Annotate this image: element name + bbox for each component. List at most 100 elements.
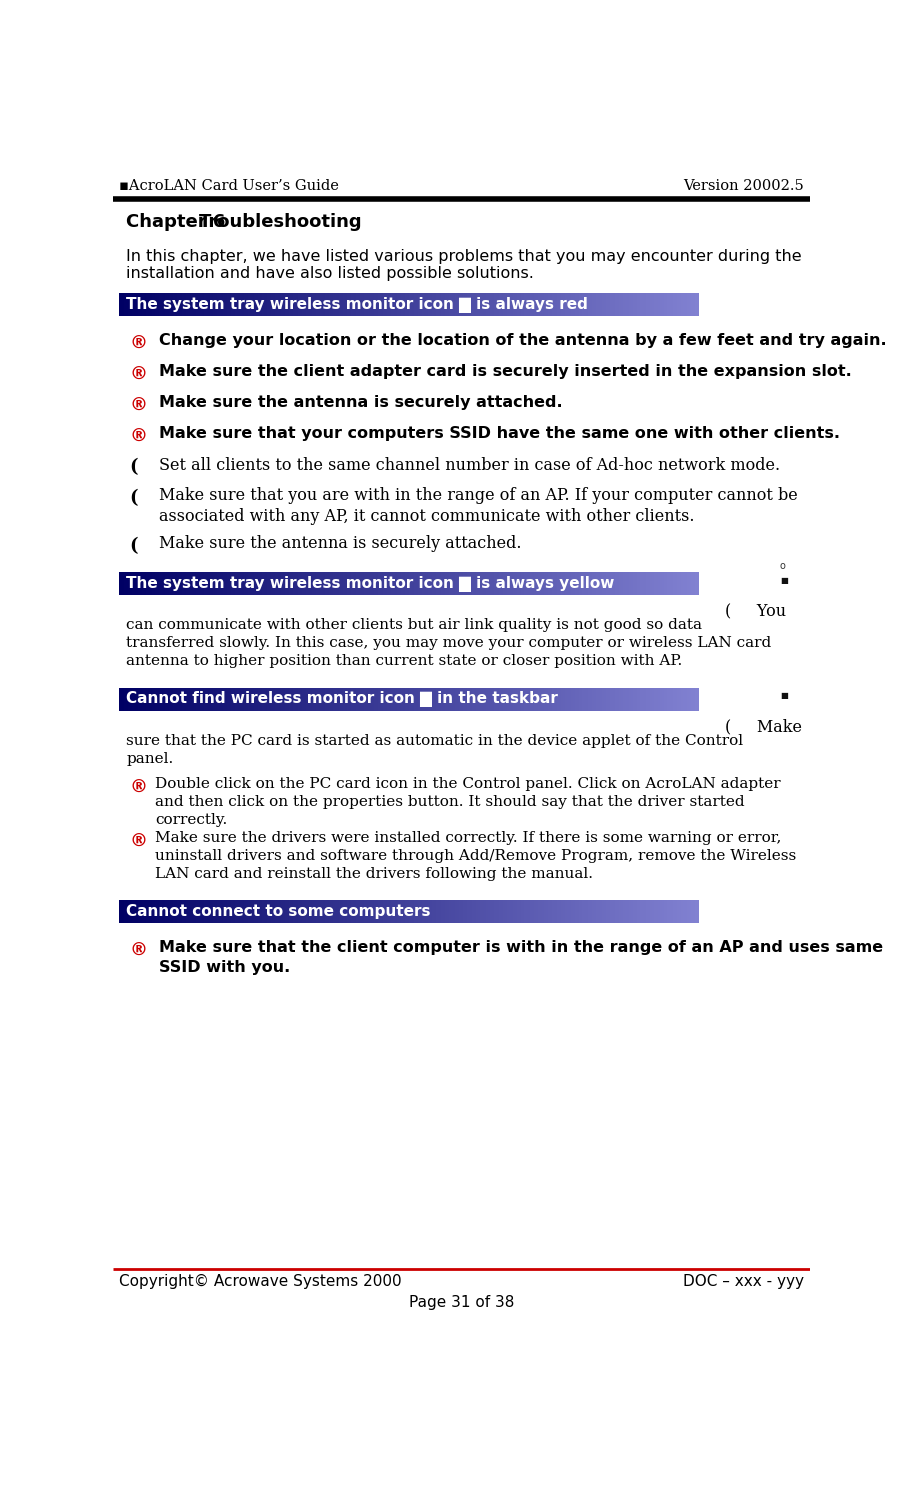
Bar (520, 573, 523, 595)
Bar (638, 900, 641, 924)
Bar (314, 293, 316, 317)
Bar (609, 573, 612, 595)
Bar (375, 900, 378, 924)
Bar (221, 900, 223, 924)
Bar (619, 900, 622, 924)
Bar (138, 573, 140, 595)
Bar (215, 900, 218, 924)
Bar (287, 688, 289, 710)
Bar (414, 293, 417, 317)
Bar (229, 573, 231, 595)
Bar (339, 900, 341, 924)
Bar (608, 573, 610, 595)
Bar (660, 293, 662, 317)
Bar (586, 900, 589, 924)
Bar (314, 688, 316, 710)
Bar (424, 293, 427, 317)
Bar (668, 573, 670, 595)
Bar (511, 900, 513, 924)
Bar (501, 573, 504, 595)
Text: ®: ® (130, 396, 148, 414)
Bar (206, 900, 208, 924)
Bar (296, 900, 299, 924)
Bar (417, 573, 419, 595)
Bar (474, 900, 477, 924)
Bar (144, 688, 146, 710)
Bar (194, 573, 196, 595)
Bar (331, 293, 334, 317)
Bar (323, 900, 326, 924)
Bar (142, 688, 144, 710)
Bar (156, 573, 158, 595)
Bar (165, 573, 167, 595)
Bar (136, 688, 139, 710)
Bar (509, 900, 511, 924)
Bar (289, 573, 291, 595)
Bar (306, 293, 309, 317)
Bar (230, 293, 233, 317)
Bar (310, 573, 312, 595)
Bar (275, 293, 277, 317)
Bar (378, 900, 380, 924)
Bar (169, 293, 171, 317)
Bar (623, 573, 626, 595)
Bar (277, 293, 280, 317)
Bar (461, 293, 464, 317)
Bar (496, 900, 498, 924)
Bar (567, 900, 570, 924)
Bar (291, 293, 293, 317)
Bar (186, 573, 189, 595)
Bar (254, 900, 256, 924)
Bar (399, 573, 401, 595)
Bar (511, 688, 513, 710)
Bar (449, 688, 452, 710)
Bar (393, 573, 395, 595)
Text: ■: ■ (779, 692, 788, 701)
Bar (675, 900, 678, 924)
Bar (169, 900, 171, 924)
Bar (446, 688, 447, 710)
Bar (513, 293, 516, 317)
Bar (434, 293, 436, 317)
Bar (272, 573, 274, 595)
Bar (163, 293, 166, 317)
Bar (393, 900, 395, 924)
Bar (579, 293, 581, 317)
Bar (356, 293, 359, 317)
Bar (346, 900, 349, 924)
Text: Make sure that your computers SSID have the same one with other clients.: Make sure that your computers SSID have … (159, 426, 840, 441)
Bar (625, 573, 627, 595)
Bar (203, 688, 206, 710)
Bar (616, 900, 617, 924)
Bar (418, 688, 420, 710)
Bar (144, 573, 146, 595)
Bar (339, 688, 341, 710)
Bar (355, 688, 356, 710)
Bar (281, 573, 284, 595)
Bar (190, 293, 193, 317)
Bar (505, 573, 508, 595)
Bar (670, 688, 671, 710)
Bar (225, 293, 228, 317)
Bar (687, 900, 689, 924)
Bar (598, 293, 600, 317)
Bar (476, 293, 479, 317)
Bar (526, 573, 529, 595)
Bar (200, 900, 202, 924)
Bar (670, 900, 671, 924)
Bar (422, 900, 425, 924)
Bar (343, 688, 346, 710)
Bar (464, 900, 467, 924)
Bar (582, 573, 585, 595)
Bar (451, 900, 454, 924)
Bar (190, 573, 193, 595)
Bar (256, 688, 258, 710)
Bar (636, 688, 639, 710)
Bar (453, 573, 455, 595)
Bar (685, 293, 688, 317)
Bar (266, 293, 268, 317)
Bar (250, 900, 253, 924)
Bar (235, 688, 237, 710)
Bar (121, 900, 123, 924)
Bar (463, 293, 465, 317)
